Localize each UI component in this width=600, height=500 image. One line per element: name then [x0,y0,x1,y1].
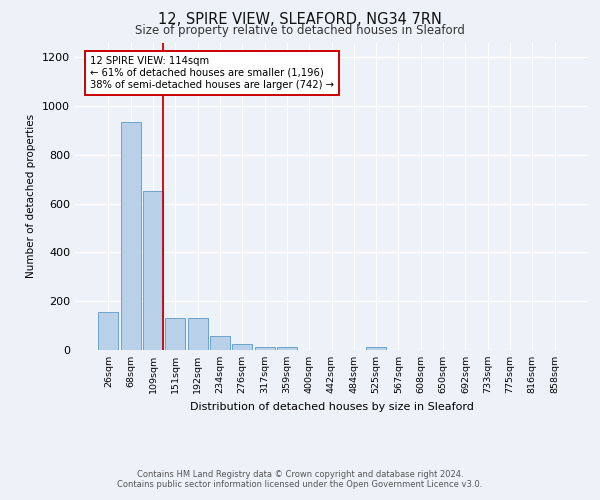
Bar [277,347,297,350]
Bar [98,312,118,350]
Bar [254,347,275,350]
Text: Contains HM Land Registry data © Crown copyright and database right 2024.
Contai: Contains HM Land Registry data © Crown c… [118,470,482,489]
Bar [143,192,163,350]
Bar [232,344,252,350]
Text: Size of property relative to detached houses in Sleaford: Size of property relative to detached ho… [135,24,465,37]
Bar [165,318,185,350]
X-axis label: Distribution of detached houses by size in Sleaford: Distribution of detached houses by size … [190,402,473,411]
Bar [210,336,230,350]
Text: 12, SPIRE VIEW, SLEAFORD, NG34 7RN: 12, SPIRE VIEW, SLEAFORD, NG34 7RN [158,12,442,28]
Y-axis label: Number of detached properties: Number of detached properties [26,114,37,278]
Text: 12 SPIRE VIEW: 114sqm
← 61% of detached houses are smaller (1,196)
38% of semi-d: 12 SPIRE VIEW: 114sqm ← 61% of detached … [91,56,334,90]
Bar [188,318,208,350]
Bar [121,122,141,350]
Bar [366,347,386,350]
